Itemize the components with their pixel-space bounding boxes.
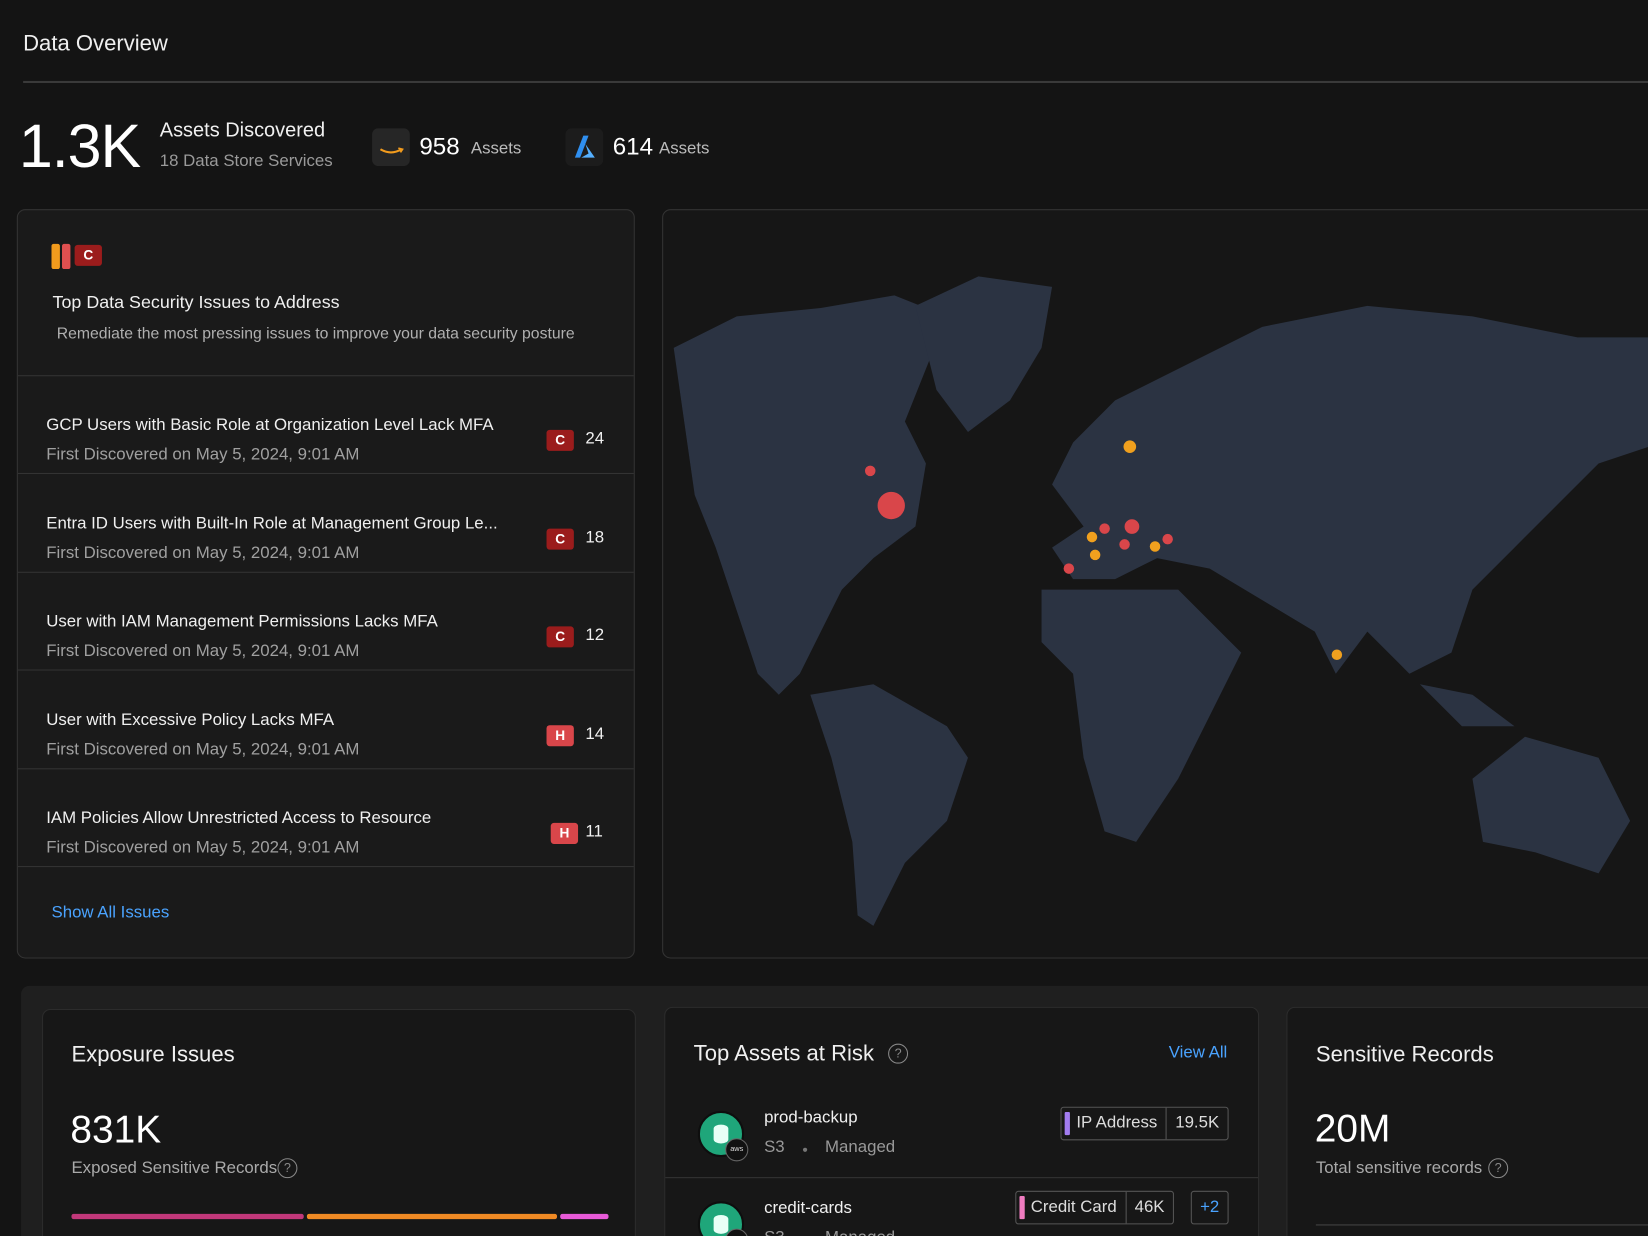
azure-count: 614: [613, 132, 653, 160]
severity-badge: C: [547, 430, 574, 451]
dot: [803, 1148, 807, 1152]
total-assets: 1.3K: [19, 111, 140, 181]
more-tags[interactable]: +2: [1191, 1191, 1229, 1225]
issue-title: User with Excessive Policy Lacks MFA: [46, 711, 334, 730]
azure-label: Assets: [659, 140, 709, 159]
issue-row[interactable]: Entra ID Users with Built-In Role at Man…: [18, 475, 634, 573]
asset-name: credit-cards: [764, 1199, 852, 1218]
total-label: Assets Discovered: [160, 120, 325, 143]
data-tag[interactable]: IP Address19.5K: [1061, 1107, 1229, 1141]
db-glyph: [714, 1215, 729, 1234]
issues-title: Top Data Security Issues to Address: [53, 292, 340, 313]
map-panel: [662, 209, 1648, 958]
asset-row[interactable]: aws prod-backup S3 Managed IP Address19.5K: [665, 1100, 1258, 1190]
asset-icon: aws: [698, 1201, 744, 1236]
severity-badge: C: [547, 528, 574, 549]
issue-row[interactable]: IAM Policies Allow Unrestricted Access t…: [18, 769, 634, 867]
show-all-issues[interactable]: Show All Issues: [51, 904, 169, 923]
asset-icon: aws: [698, 1111, 744, 1157]
tag-count: 46K: [1126, 1198, 1164, 1217]
issue-count: 24: [585, 430, 604, 449]
issue-discovered: First Discovered on May 5, 2024, 9:01 AM: [46, 740, 359, 759]
issue-title: Entra ID Users with Built-In Role at Man…: [46, 514, 497, 533]
help-icon[interactable]: ?: [1488, 1158, 1508, 1178]
issue-discovered: First Discovered on May 5, 2024, 9:01 AM: [46, 544, 359, 563]
card-title: Top Assets at Risk: [694, 1042, 874, 1067]
aws-count: 958: [419, 132, 459, 160]
asset-service: S3: [764, 1138, 785, 1157]
issues-panel: C Top Data Security Issues to Address Re…: [17, 209, 635, 958]
aws-label: Assets: [471, 140, 521, 159]
aws-icon: [372, 128, 410, 166]
issue-title: User with IAM Management Permissions Lac…: [46, 613, 438, 632]
card-title: Sensitive Records: [1316, 1043, 1494, 1068]
sensitive-label: Total sensitive records: [1316, 1159, 1482, 1178]
issue-row[interactable]: GCP Users with Basic Role at Organizatio…: [18, 376, 634, 474]
sensitive-value: 20M: [1315, 1107, 1391, 1151]
tag-label: IP Address: [1076, 1108, 1166, 1140]
tag-strip: [1019, 1196, 1024, 1219]
issue-count: 11: [585, 823, 602, 842]
aws-mini: aws: [725, 1229, 748, 1236]
world-map: [663, 210, 1648, 958]
top-assets-card: Top Assets at Risk ? View All aws prod-ba…: [664, 1007, 1259, 1236]
asset-state: Managed: [825, 1229, 895, 1236]
asset-row[interactable]: aws credit-cards S3 Managed Credit Card46K +2: [665, 1191, 1258, 1236]
asset-name: prod-backup: [764, 1109, 857, 1128]
bar-segment: [71, 1214, 303, 1219]
view-all[interactable]: View All: [1169, 1044, 1228, 1063]
card-title: Exposure Issues: [71, 1043, 234, 1068]
exposure-value: 831K: [70, 1108, 161, 1152]
exposure-card: Exposure Issues 831K Exposed Sensitive R…: [42, 1009, 636, 1236]
asset-service: S3: [764, 1229, 785, 1236]
issue-title: GCP Users with Basic Role at Organizatio…: [46, 416, 493, 435]
db-glyph: [714, 1125, 729, 1144]
bar-segment: [560, 1214, 608, 1219]
data-tag[interactable]: Credit Card46K: [1015, 1191, 1174, 1225]
issue-title: IAM Policies Allow Unrestricted Access t…: [46, 809, 431, 828]
help-icon[interactable]: ?: [277, 1158, 297, 1178]
divider: [665, 1177, 1258, 1178]
issue-row[interactable]: User with Excessive Policy Lacks MFA Firs…: [18, 671, 634, 769]
bar-segment: [307, 1214, 557, 1219]
severity-badge: H: [547, 725, 574, 746]
issue-count: 18: [585, 528, 604, 547]
aws-mini: aws: [725, 1138, 748, 1161]
issue-row[interactable]: User with IAM Management Permissions Lac…: [18, 573, 634, 671]
stack-icon: [51, 244, 59, 269]
help-icon[interactable]: ?: [888, 1044, 908, 1064]
tag-count: 19.5K: [1167, 1114, 1219, 1133]
tag-label: Credit Card: [1031, 1192, 1126, 1224]
issue-count: 14: [585, 725, 604, 744]
severity-badge: C: [547, 626, 574, 647]
azure-icon: [565, 128, 603, 166]
divider: [23, 81, 1648, 83]
divider: [1316, 1224, 1648, 1225]
issues-subtitle: Remediate the most pressing issues to im…: [57, 325, 575, 343]
issue-discovered: First Discovered on May 5, 2024, 9:01 AM: [46, 839, 359, 858]
severity-badge: H: [551, 823, 578, 844]
severity-badge: C: [75, 245, 102, 266]
tag-strip: [1065, 1112, 1070, 1135]
services-label: 18 Data Store Services: [160, 152, 333, 171]
divider: [18, 866, 634, 867]
issue-discovered: First Discovered on May 5, 2024, 9:01 AM: [46, 642, 359, 661]
sensitive-card: Sensitive Records 20M Total sensitive re…: [1286, 1007, 1648, 1236]
page-title: Data Overview: [23, 32, 168, 57]
issue-count: 12: [585, 626, 604, 645]
stack-icon: [62, 244, 70, 269]
asset-state: Managed: [825, 1138, 895, 1157]
issue-discovered: First Discovered on May 5, 2024, 9:01 AM: [46, 446, 359, 465]
exposure-label: Exposed Sensitive Records: [71, 1159, 277, 1178]
